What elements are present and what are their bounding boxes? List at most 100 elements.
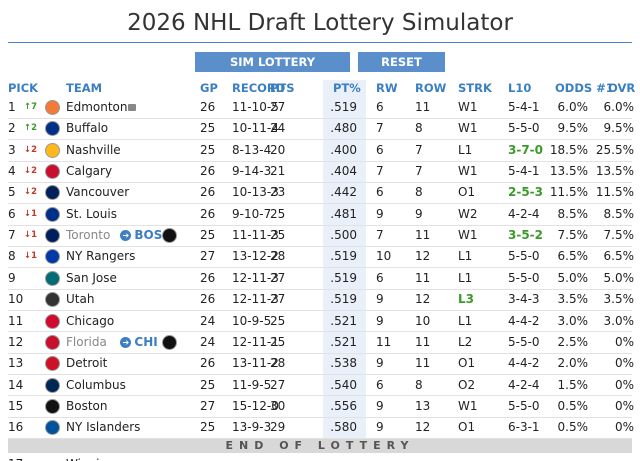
row-line — [8, 203, 632, 205]
column-header: GP — [200, 81, 218, 95]
cell-row: 11 — [415, 270, 431, 285]
cell-record: 10-9-5 — [232, 313, 272, 328]
cell-strk: W1 — [458, 121, 478, 136]
cell-pct: .519 — [330, 270, 357, 285]
column-header: PT% — [333, 81, 361, 95]
cell-pct: .540 — [330, 377, 357, 392]
cell-record: 9-10-7 — [232, 206, 272, 221]
cell-ovr: 5.0% — [603, 270, 635, 285]
move-count: 1 — [31, 251, 38, 262]
cell-rw: 6 — [376, 100, 384, 114]
reset-button[interactable]: RESET — [358, 52, 445, 72]
cell-ovr: 3.5% — [603, 292, 635, 307]
movement: ↓1 — [24, 246, 37, 267]
cell-rw: 7 — [376, 228, 384, 243]
cell-ovr: 3.0% — [603, 313, 635, 328]
column-header: ODDS #1 — [555, 81, 614, 95]
move-count: 1 — [31, 208, 38, 219]
team-logo — [45, 100, 60, 115]
cell-row: 8 — [415, 185, 423, 200]
pick: 2 — [8, 121, 16, 136]
cell-strk: O1 — [458, 185, 476, 200]
team-name: Winnipeg — [66, 454, 122, 461]
cell-odds: 2.0% — [557, 356, 589, 371]
cell-rw: 6 — [376, 377, 384, 392]
cell-pts: 27 — [270, 377, 286, 392]
cell-pct: .521 — [330, 313, 357, 328]
cell-rw: 9 — [376, 292, 384, 307]
cell-odds: 6.5% — [557, 249, 589, 264]
cell-odds: 8.5% — [557, 206, 589, 221]
row-line — [8, 374, 632, 376]
sim-lottery-button[interactable]: SIM LOTTERY — [195, 52, 350, 72]
cell-pts: 25 — [270, 334, 286, 349]
cell-rw: 11 — [376, 334, 392, 349]
cell-record: 13-9-3 — [232, 420, 272, 435]
cell-l10: 2-5-3 — [508, 185, 544, 200]
pick: 10 — [8, 292, 24, 307]
team-logo — [162, 334, 178, 350]
team-name: NY Islanders — [66, 420, 141, 435]
cell-strk: L1 — [458, 142, 473, 157]
cell-l10: 5-4-1 — [508, 164, 540, 179]
movement: ↑7 — [24, 97, 37, 118]
lock-icon — [127, 104, 136, 111]
cell-odds: 5.0% — [557, 270, 589, 285]
cell-ovr: 25.5% — [595, 142, 634, 157]
cell-pts: 27 — [270, 292, 286, 307]
cell-row: 10 — [415, 313, 431, 328]
row-line — [8, 245, 632, 247]
cell-strk: W1 — [458, 228, 478, 243]
cell-strk: L1 — [458, 313, 473, 328]
move-arrow: ↑ — [24, 123, 32, 134]
movement: ↑2 — [24, 118, 37, 139]
cell-pts: 29 — [270, 420, 286, 435]
cell-pct: .538 — [330, 356, 357, 371]
team-logo — [45, 377, 60, 393]
cell-row: 12 — [415, 292, 431, 307]
cell-l10: 3-4-3 — [508, 292, 540, 307]
cell-gp: 26 — [200, 292, 216, 307]
team-logo — [45, 228, 60, 244]
team-logo — [45, 142, 60, 158]
move-count: 1 — [31, 230, 38, 241]
cell-pct: .519 — [330, 249, 357, 264]
cell-pct: .580 — [330, 420, 357, 435]
cell-l10: 5-4-1 — [508, 100, 540, 114]
cell-strk: W1 — [458, 398, 478, 413]
cell-gp: 26 — [200, 356, 216, 371]
cell-row: 11 — [415, 100, 431, 114]
cell-pts: 25 — [270, 206, 286, 221]
row-line — [8, 224, 632, 226]
cell-pts: 27 — [270, 270, 286, 285]
cell-ovr: 7.5% — [603, 228, 635, 243]
cell-odds: 0.5% — [557, 420, 589, 435]
cell-l10: 3-5-2 — [508, 228, 544, 243]
cell-pct: .556 — [330, 398, 357, 413]
movement: ↓2 — [24, 140, 37, 161]
column-header: STRK — [458, 81, 492, 95]
cell-pts: 20 — [270, 142, 286, 157]
cell-rw: 9 — [376, 420, 384, 435]
move-arrow: ↓ — [24, 144, 32, 155]
cell-odds: 6.0% — [557, 100, 589, 114]
pick: 11 — [8, 313, 24, 328]
move-count: 7 — [31, 102, 38, 112]
cell-l10: 3-7-0 — [508, 142, 544, 157]
row-line — [8, 267, 632, 269]
cell-record: 15-12-0 — [232, 398, 279, 413]
cell-ovr: 0% — [614, 356, 634, 371]
team-name: Detroit — [66, 356, 108, 371]
pick: 5 — [8, 185, 16, 200]
cell-row: 8 — [415, 377, 423, 392]
team-logo — [45, 164, 60, 180]
cell-row: 13 — [415, 398, 431, 413]
cell-ovr: 13.5% — [595, 164, 634, 179]
cell-row: 9 — [415, 206, 423, 221]
cell-rw: 9 — [376, 313, 384, 328]
cell-record: 11-10-5 — [232, 100, 279, 114]
cell-l10: 4-4-2 — [508, 356, 540, 371]
row-line — [8, 181, 632, 183]
trade-arrow: ➔ — [120, 230, 132, 242]
pick: 6 — [8, 206, 16, 221]
